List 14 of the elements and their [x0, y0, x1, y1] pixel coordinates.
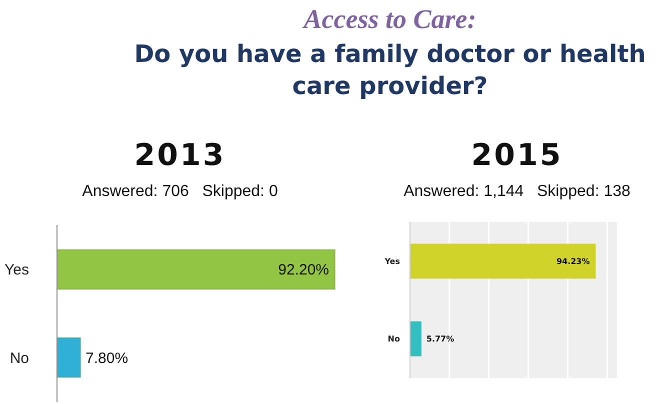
y-tick-label: Yes — [4, 262, 29, 279]
data-label: 5.77% — [426, 334, 454, 344]
text: Do you have a family doctor or health care provider? — [134, 40, 646, 100]
data-label: 7.80% — [86, 350, 128, 367]
data-label: 92.20% — [278, 262, 329, 279]
chart-subtitle: Answered: 1,144 Skipped: 138 — [404, 183, 631, 200]
y-tick-label: No — [10, 350, 29, 367]
y-tick-label: No — [388, 334, 400, 344]
data-label: 94.23% — [556, 256, 590, 266]
y-tick-label: Yes — [384, 256, 400, 266]
chart-title: 2015 — [471, 138, 563, 173]
chart-subtitle: Answered: 706 Skipped: 0 — [82, 183, 278, 200]
chart-title: 2013 — [134, 138, 226, 173]
text: Access to Care: — [302, 4, 476, 34]
